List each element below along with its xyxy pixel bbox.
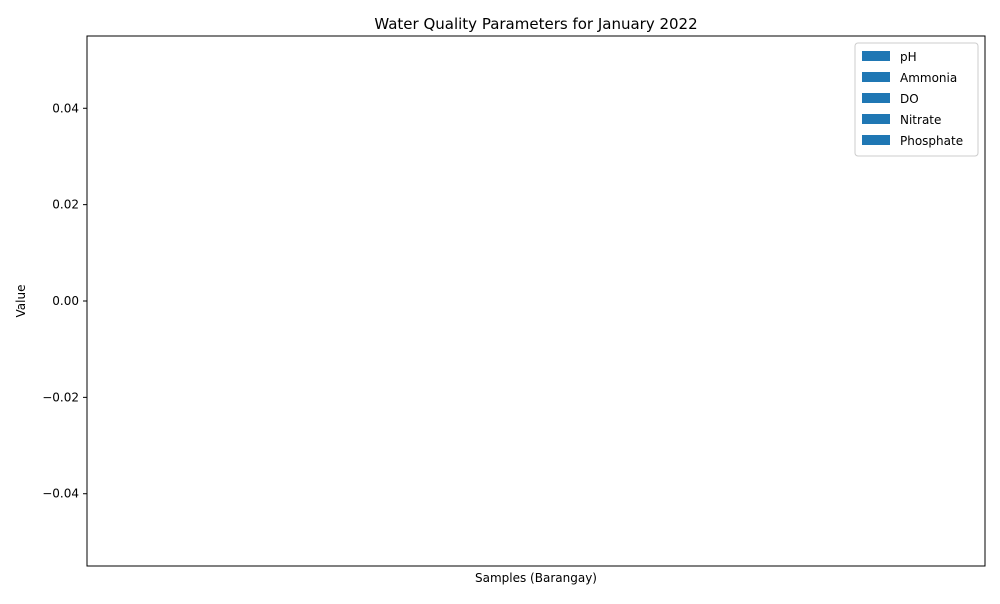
legend-label: pH — [900, 50, 917, 64]
y-axis-label: Value — [14, 285, 28, 318]
legend-box — [854, 42, 979, 157]
plot-area: 0.04 0.02 0.00 −0.02 −0.04 — [42, 35, 986, 567]
x-axis-label: Samples (Barangay) — [475, 571, 597, 585]
legend: pH Ammonia DO Nitrate Phosphate — [854, 42, 979, 157]
y-tick-label: −0.04 — [42, 487, 79, 501]
y-tick-label: −0.02 — [42, 390, 79, 404]
legend-swatch — [862, 93, 890, 103]
legend-swatch — [862, 51, 890, 61]
legend-swatch — [862, 114, 890, 124]
legend-label: DO — [900, 92, 919, 106]
legend-label: Phosphate — [900, 134, 963, 148]
y-tick-label: 0.04 — [52, 101, 79, 115]
legend-swatch — [862, 135, 890, 145]
legend-label: Ammonia — [900, 71, 957, 85]
legend-label: Nitrate — [900, 113, 941, 127]
legend-swatch — [862, 72, 890, 82]
chart-title: Water Quality Parameters for January 202… — [374, 15, 697, 33]
y-tick-label: 0.00 — [52, 294, 79, 308]
y-tick-label: 0.02 — [52, 198, 79, 212]
